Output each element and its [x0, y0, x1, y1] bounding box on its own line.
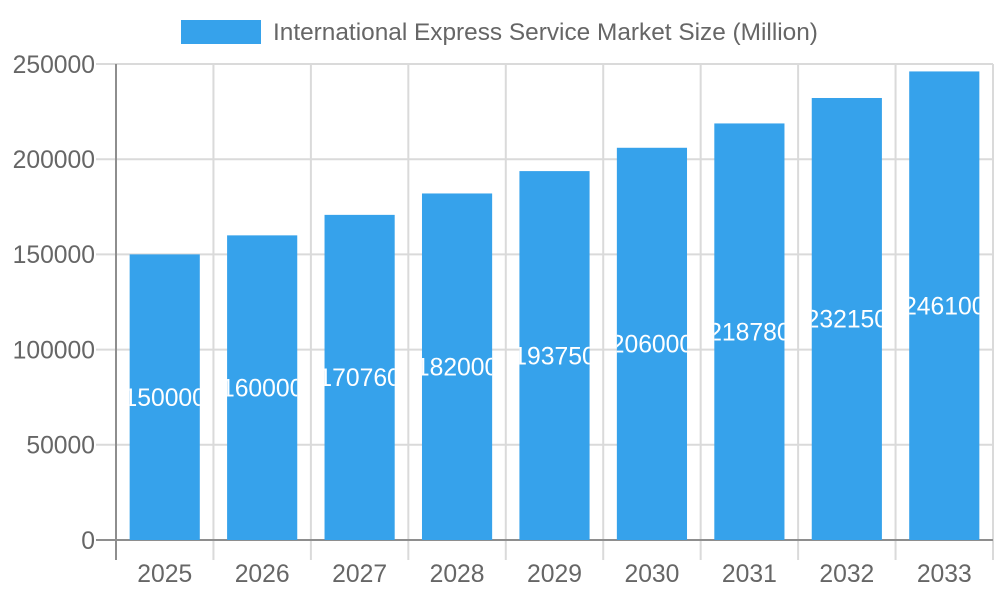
svg-text:50000: 50000: [26, 433, 95, 460]
svg-text:246100: 246100: [903, 293, 985, 320]
svg-text:2025: 2025: [137, 561, 192, 588]
svg-text:250000: 250000: [13, 52, 95, 79]
svg-text:160000: 160000: [221, 375, 303, 402]
svg-text:2026: 2026: [235, 561, 290, 588]
svg-text:2028: 2028: [430, 561, 485, 588]
svg-text:2032: 2032: [819, 561, 874, 588]
svg-text:150000: 150000: [13, 242, 95, 269]
svg-text:100000: 100000: [13, 337, 95, 364]
svg-text:206000: 206000: [611, 332, 693, 359]
svg-text:2027: 2027: [332, 561, 387, 588]
svg-text:2029: 2029: [527, 561, 582, 588]
svg-text:170760: 170760: [318, 365, 400, 392]
svg-text:232150: 232150: [806, 307, 888, 334]
svg-text:182000: 182000: [416, 354, 498, 381]
svg-text:193750: 193750: [513, 343, 595, 370]
svg-text:International Express Service: International Express Service Market Siz…: [273, 19, 818, 46]
svg-text:150000: 150000: [124, 385, 206, 412]
svg-text:0: 0: [81, 528, 95, 555]
svg-text:2030: 2030: [624, 561, 679, 588]
svg-text:200000: 200000: [13, 147, 95, 174]
svg-text:218780: 218780: [708, 319, 790, 346]
svg-text:2033: 2033: [917, 561, 972, 588]
svg-text:2031: 2031: [722, 561, 777, 588]
